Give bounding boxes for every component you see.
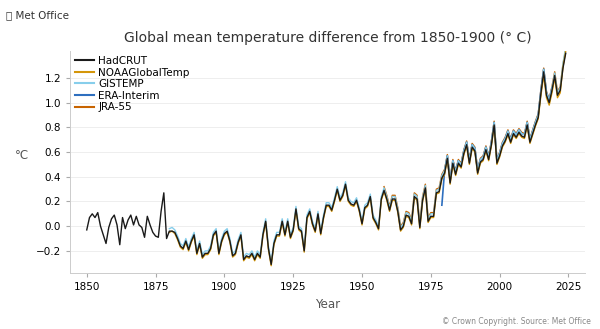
X-axis label: Year: Year [315, 298, 340, 311]
Title: Global mean temperature difference from 1850-1900 (° C): Global mean temperature difference from … [124, 32, 532, 45]
Text: © Crown Copyright. Source: Met Office: © Crown Copyright. Source: Met Office [442, 317, 591, 326]
Y-axis label: °C: °C [15, 149, 29, 162]
Legend: HadCRUT, NOAAGlobalTemp, GISTEMP, ERA-Interim, JRA-55: HadCRUT, NOAAGlobalTemp, GISTEMP, ERA-In… [76, 56, 190, 112]
Text: ⦻ Met Office: ⦻ Met Office [6, 10, 69, 20]
